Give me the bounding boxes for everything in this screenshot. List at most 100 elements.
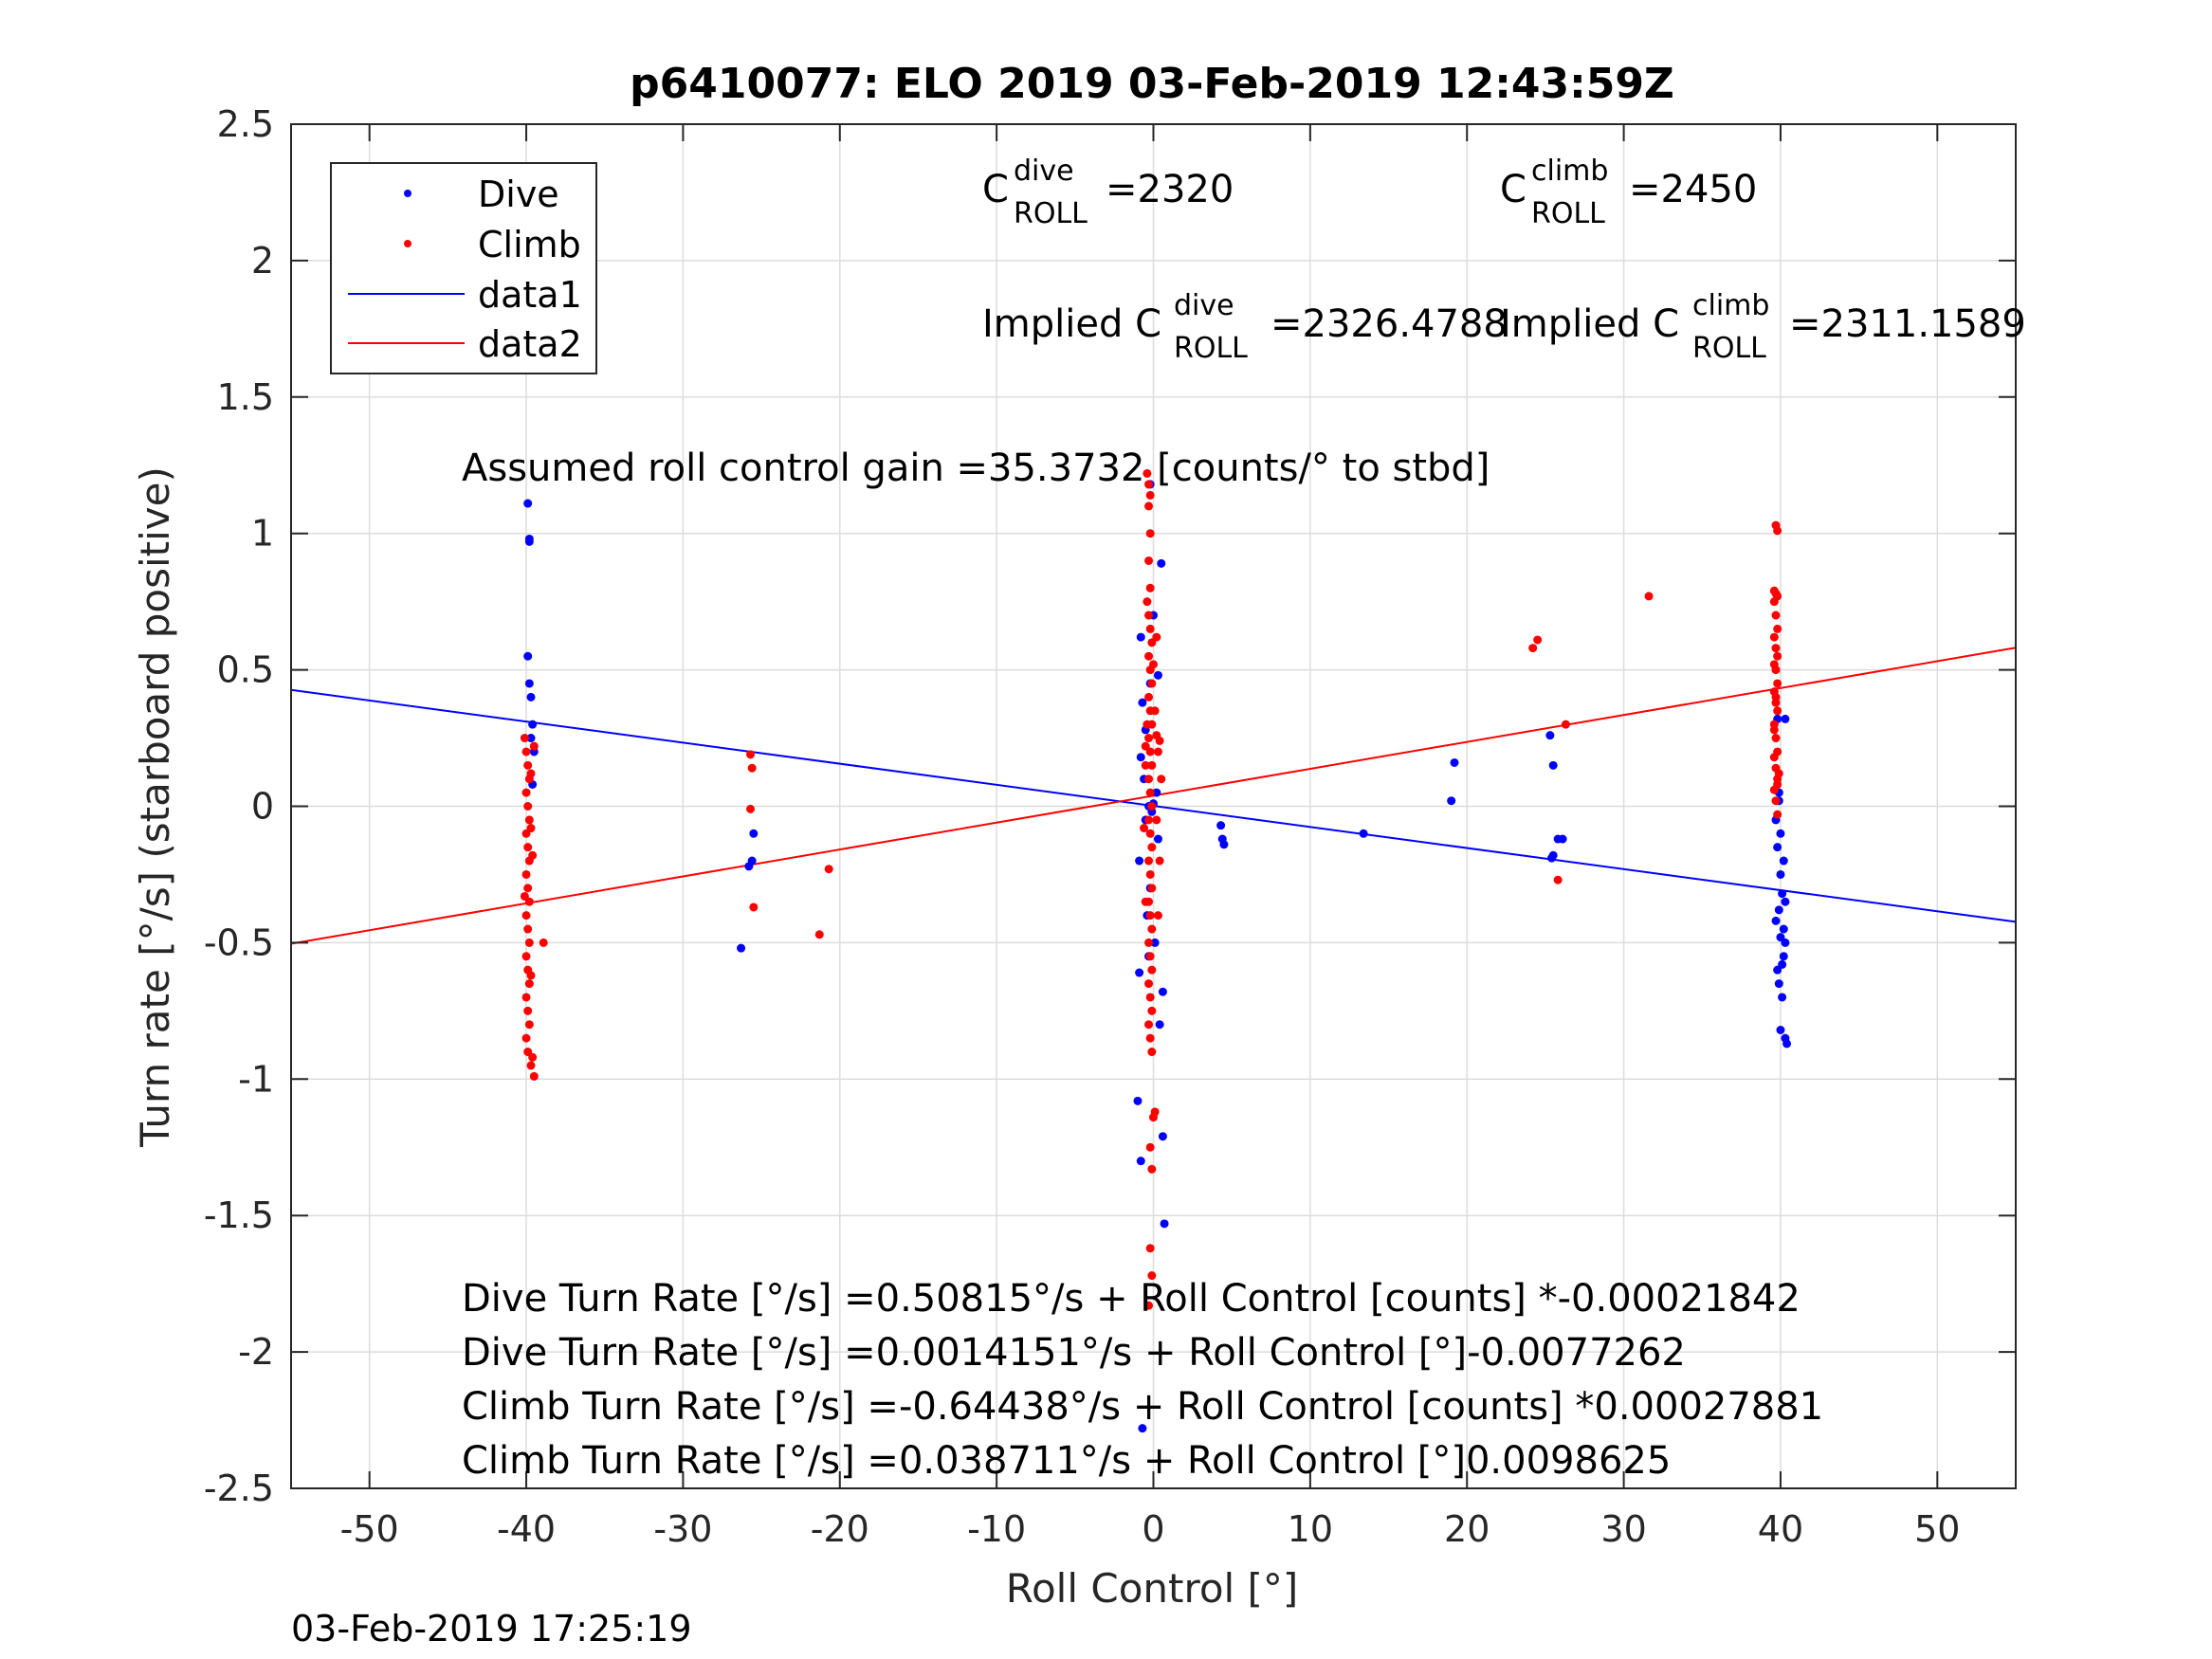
x-tick-label: 0 <box>1142 1508 1164 1550</box>
point-climb <box>1143 468 1152 478</box>
point-climb <box>521 993 531 1002</box>
point-dive <box>1150 938 1160 947</box>
point-dive <box>1133 1096 1143 1105</box>
point-climb <box>1771 611 1781 620</box>
x-tick-labels: -50 -40 -30 -20 -10 0 10 20 30 40 50 <box>340 1508 1961 1550</box>
x-tick-label: 30 <box>1600 1508 1646 1550</box>
point-climb <box>1771 692 1781 702</box>
point-climb <box>529 741 539 751</box>
point-climb <box>1147 843 1157 852</box>
legend: Dive Climb data1 data2 <box>330 162 597 374</box>
point-climb <box>1771 734 1781 743</box>
implied-climb-value: =2311.1589 <box>1789 302 2026 346</box>
point-climb <box>1145 911 1155 921</box>
legend-label-data2: data2 <box>478 323 582 365</box>
point-dive <box>526 692 536 702</box>
point-climb <box>1147 965 1157 975</box>
implied-dive-symbol: Implied C <box>982 302 1161 346</box>
point-climb <box>521 952 531 961</box>
point-climb <box>1769 632 1779 642</box>
implied-climb-symbol: Implied C <box>1500 302 1679 346</box>
point-dive <box>1778 959 1787 969</box>
point-dive <box>1135 856 1144 866</box>
x-tick-label: -30 <box>653 1508 712 1550</box>
point-dive <box>1155 1020 1164 1030</box>
point-climb <box>1145 1033 1155 1043</box>
x-tick-label: 20 <box>1444 1508 1490 1550</box>
point-climb <box>1145 1244 1155 1253</box>
point-climb <box>1144 1020 1154 1030</box>
x-tick-label: -20 <box>811 1508 869 1550</box>
equation-climb-counts: Climb Turn Rate [°/s] =-0.64438°/s + Rol… <box>462 1385 1823 1429</box>
implied-climb-subscript: ROLL <box>1692 332 1766 365</box>
point-climb <box>524 1020 534 1030</box>
x-tick-label: -40 <box>497 1508 556 1550</box>
equation-dive-degrees: Dive Turn Rate [°/s] =0.0014151°/s + Rol… <box>462 1331 1686 1375</box>
fit-line-data2 <box>290 647 2017 945</box>
point-climb <box>1145 869 1155 879</box>
point-dive <box>1138 1424 1147 1433</box>
point-dive <box>1136 632 1145 642</box>
point-climb <box>1773 526 1782 536</box>
y-axis-label: Turn rate [°/s] (starboard positive) <box>132 466 178 1148</box>
point-dive <box>1776 1025 1785 1034</box>
point-climb <box>1147 679 1157 688</box>
data-points <box>520 468 1792 1433</box>
point-climb <box>1141 741 1150 751</box>
legend-marker-climb <box>404 240 411 247</box>
point-climb <box>1771 644 1781 653</box>
point-climb <box>1152 632 1161 642</box>
point-dive <box>526 734 536 743</box>
point-climb <box>824 865 833 874</box>
point-climb <box>749 902 759 912</box>
gain-annotation: Assumed roll control gain =35.3732 [coun… <box>462 447 1490 490</box>
legend-label-dive: Dive <box>478 173 559 215</box>
annotation-implied-dive: Implied C dive ROLL =2326.4788 <box>982 289 1508 365</box>
point-climb <box>539 938 548 947</box>
point-dive <box>1219 840 1229 849</box>
point-climb <box>1771 665 1781 675</box>
point-climb <box>1157 775 1166 784</box>
point-dive <box>1774 979 1783 989</box>
point-dive <box>1160 1219 1169 1229</box>
point-climb <box>523 760 533 770</box>
point-dive <box>749 829 759 838</box>
c-climb-symbol: C <box>1500 168 1526 211</box>
legend-label-data1: data1 <box>478 274 582 316</box>
x-tick-label: 50 <box>1914 1508 1960 1550</box>
point-dive <box>1153 834 1162 844</box>
point-climb <box>1147 1164 1157 1174</box>
point-dive <box>1359 829 1368 838</box>
point-climb <box>524 938 534 947</box>
point-dive <box>1548 760 1558 770</box>
y-tick-labels: -2.5 -2 -1.5 -1 -0.5 0 0.5 1 1.5 2 2.5 <box>204 103 274 1509</box>
annotation-c-climb: C climb ROLL =2450 <box>1500 155 1757 230</box>
implied-dive-value: =2326.4788 <box>1271 302 1508 346</box>
point-climb <box>523 802 533 811</box>
point-climb <box>1145 529 1155 538</box>
point-dive <box>1136 753 1145 762</box>
tick-marks <box>291 123 2016 1489</box>
point-climb <box>1145 788 1155 797</box>
annotation-c-dive: C dive ROLL =2320 <box>982 155 1234 230</box>
point-climb <box>1561 720 1570 729</box>
y-tick-label: 2.5 <box>217 103 274 145</box>
point-climb <box>1144 856 1154 866</box>
point-climb <box>1773 679 1782 688</box>
point-dive <box>1776 829 1785 838</box>
point-dive <box>1779 952 1788 961</box>
point-climb <box>523 843 533 852</box>
point-climb <box>1769 753 1779 762</box>
point-dive <box>1781 714 1790 723</box>
point-climb <box>1143 720 1152 729</box>
point-dive <box>1450 757 1459 767</box>
point-climb <box>524 815 534 825</box>
point-climb <box>747 763 757 773</box>
point-dive <box>1773 843 1782 852</box>
point-dive <box>524 679 534 688</box>
point-climb <box>1155 856 1164 866</box>
point-climb <box>1145 952 1155 961</box>
point-climb <box>1145 490 1155 500</box>
point-climb <box>1141 760 1150 770</box>
point-climb <box>1528 644 1538 653</box>
